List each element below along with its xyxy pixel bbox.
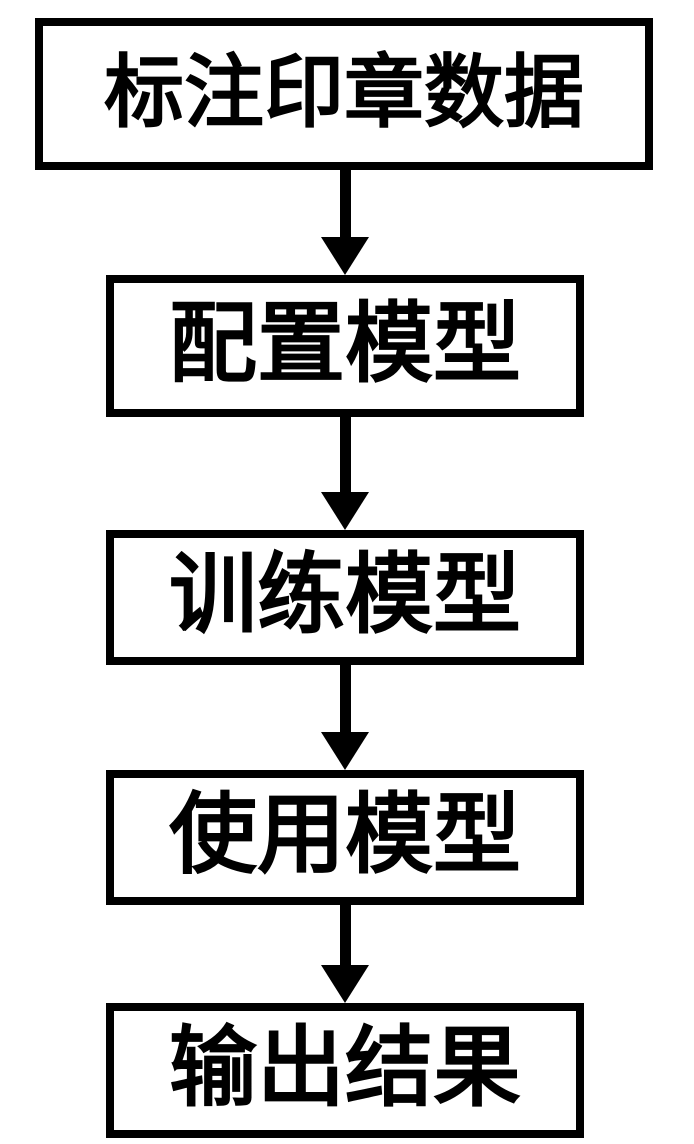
flowchart-container: 标注印章数据 配置模型 训练模型 使用模型 输出结果 [0,0,694,1144]
node-label: 配置模型 [169,300,521,392]
arrow-head-icon [321,732,369,770]
node-label: 使用模型 [169,791,521,883]
node-annotate-seal-data: 标注印章数据 [35,18,653,170]
node-label: 输出结果 [169,1024,521,1116]
node-configure-model: 配置模型 [106,275,584,417]
node-label: 标注印章数据 [104,52,584,136]
node-use-model: 使用模型 [106,770,584,905]
arrow-shaft [340,905,351,965]
arrow-head-icon [321,492,369,530]
arrow-head-icon [321,965,369,1003]
arrow-shaft [340,170,351,237]
arrow-head-icon [321,237,369,275]
node-output-result: 输出结果 [106,1003,584,1138]
arrow-shaft [340,417,351,492]
arrow-shaft [340,665,351,732]
node-train-model: 训练模型 [106,530,584,665]
node-label: 训练模型 [169,551,521,643]
